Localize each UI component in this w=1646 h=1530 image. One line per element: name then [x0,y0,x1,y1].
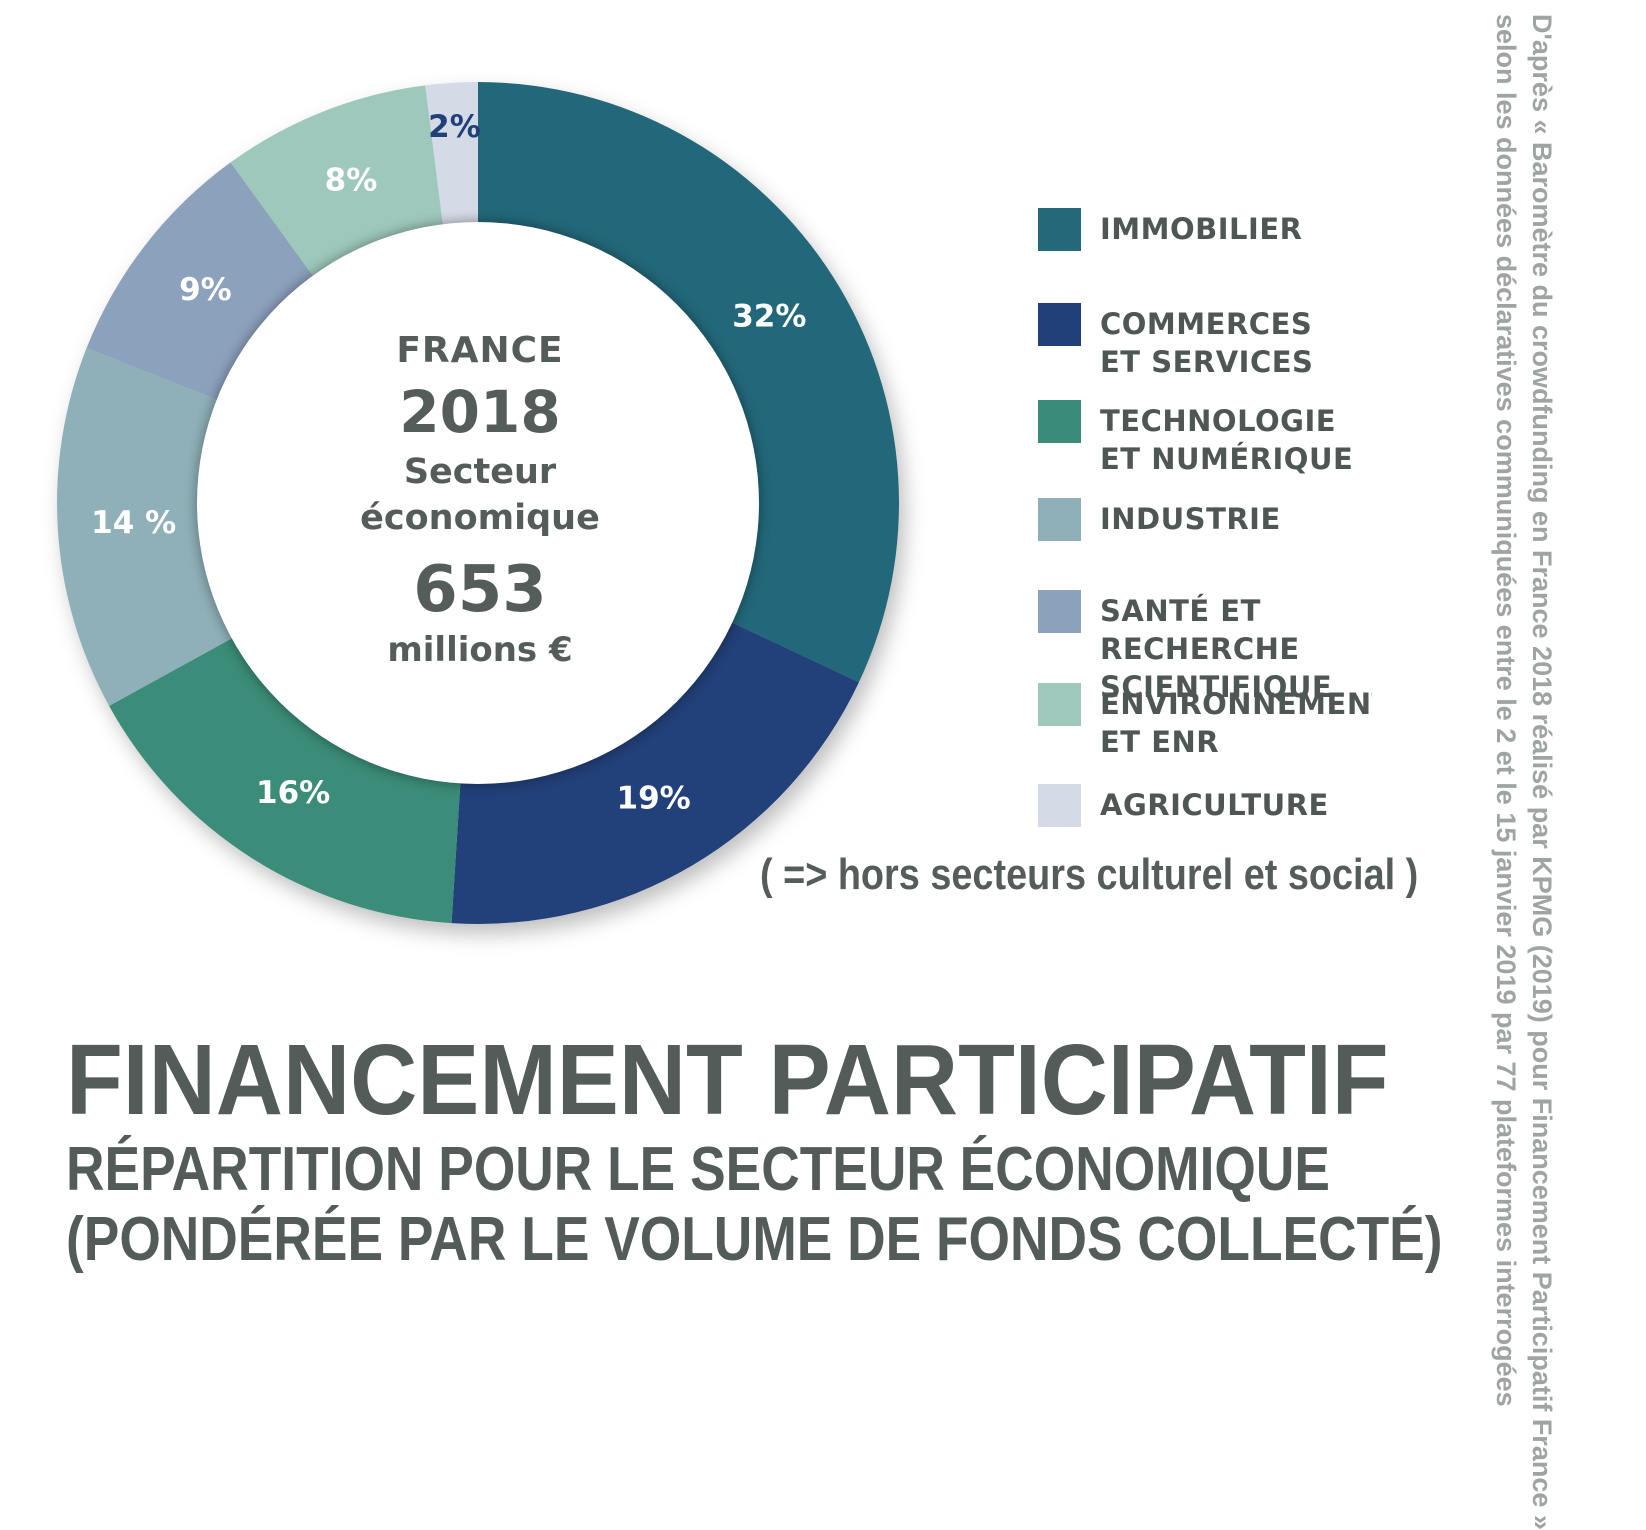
center-unit: millions € [387,630,573,670]
slice-commerces [451,614,859,924]
center-year: 2018 [399,378,561,446]
slice-label-agriculture: 2% [428,109,481,145]
slice-label-technologie: 16% [256,775,330,811]
donut-hole [197,222,759,784]
slice-labels: 32% 19% 16% 14 % 9% 8% 2% [91,109,806,816]
legend-label: AGRICULTURE [1100,788,1329,822]
center-sector-line2: économique [360,498,600,538]
center-sector-line1: Secteur [403,452,557,492]
legend-label: SANTÉ ET RECHERCHE SCIENTIFIQUE [1100,594,1333,704]
center-country: FRANCE [396,330,564,371]
legend-swatch [1038,590,1081,633]
legend-label: COMMERCES ET SERVICES [1100,307,1314,379]
source-credit: D'après « Baromètre du crowdfunding en F… [1480,14,1560,1530]
legend-swatch [1038,683,1081,726]
slice-technologie [109,629,462,924]
slice-immobilier [478,82,900,683]
legend-swatch [1038,498,1081,541]
source-line1: D'après « Baromètre du crowdfunding en F… [1527,14,1557,1530]
donut-chart: 32% 19% 16% 14 % 9% 8% 2% [57,82,900,924]
legend-label: IMMOBILIER [1100,212,1303,246]
slice-label-commerces: 19% [617,780,691,816]
chart-title: FINANCEMENT PARTICIPATIF [66,1024,1389,1136]
slice-industrie [57,348,249,706]
legend-label: TECHNOLOGIE ET NUMÉRIQUE [1100,404,1354,476]
donut-slices [57,82,900,924]
slice-agriculture [425,82,478,244]
source-line2: selon les données déclaratives communiqu… [1491,14,1521,1407]
chart-subtitle-line1: RÉPARTITION POUR LE SECTEUR ÉCONOMIQUE [66,1135,1330,1204]
legend-swatch [1038,400,1081,443]
chart-subtitle-line2: (PONDÉRÉE PAR LE VOLUME DE FONDS COLLECT… [66,1205,1443,1274]
legend-label: ENVIRONNEMENT ET ENR [1100,687,1372,759]
slice-label-immobilier: 32% [732,299,806,335]
center-amount: 653 [413,553,547,627]
legend-label: INDUSTRIE [1100,502,1281,536]
legend-swatch [1038,303,1081,346]
slice-label-sante: 9% [179,272,232,308]
slice-label-environnement: 8% [325,163,378,199]
legend-swatch [1038,784,1081,827]
slice-label-industrie: 14 % [91,505,176,541]
legend-swatch [1038,208,1081,251]
chart-note: ( => hors secteurs culturel et social ) [760,850,1419,899]
